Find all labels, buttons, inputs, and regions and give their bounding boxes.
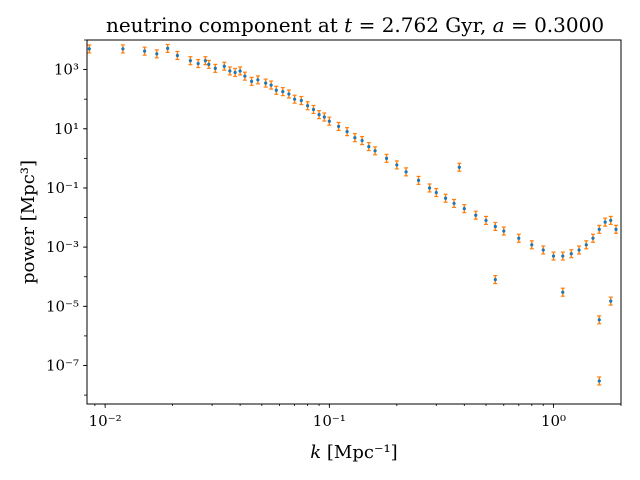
outlier-point	[493, 274, 498, 285]
y-tick-label: 10³	[54, 61, 79, 79]
data-point	[434, 187, 439, 198]
y-tick-label: 10¹	[54, 120, 79, 138]
data-point	[452, 198, 457, 209]
y-tick-label: 10⁻³	[46, 238, 79, 256]
data-point	[608, 215, 613, 226]
x-axis: 10⁻² 10⁻¹ 10⁰	[89, 404, 622, 430]
data-point	[286, 89, 291, 99]
data-point	[345, 127, 350, 137]
data-point	[366, 141, 371, 152]
y-tick-label: 10⁻⁵	[46, 297, 79, 315]
chart-title: neutrino component at t = 2.762 Gyr, a =…	[106, 13, 604, 37]
data-point	[274, 85, 279, 95]
data-point	[142, 46, 147, 56]
data-point	[443, 193, 448, 203]
data-point	[280, 87, 285, 97]
data-point	[238, 66, 243, 76]
data-point	[154, 49, 159, 59]
data-point	[373, 146, 378, 156]
outlier-point	[560, 287, 565, 297]
data-point	[529, 240, 534, 250]
data-point	[255, 75, 260, 85]
data-point	[473, 210, 478, 220]
data-point	[213, 63, 218, 73]
data-point	[327, 116, 332, 126]
data-point	[242, 71, 247, 81]
outlier-point	[597, 376, 602, 386]
data-point	[584, 240, 589, 250]
data-point	[427, 183, 432, 193]
data-point	[233, 67, 238, 78]
data-point	[603, 217, 608, 227]
data-point	[222, 61, 227, 71]
data-point	[404, 167, 409, 177]
data-point	[541, 245, 546, 255]
data-point	[120, 44, 125, 54]
data-point	[311, 104, 316, 115]
data-point	[206, 59, 211, 69]
outlier-point	[597, 315, 602, 325]
x-axis-label: k [Mpc⁻¹]	[310, 442, 397, 463]
data-point	[87, 44, 92, 54]
data-point	[416, 175, 421, 186]
outlier-point	[457, 162, 462, 172]
data-point	[614, 224, 619, 234]
data-point	[165, 43, 170, 54]
x-tick-label: 10⁻¹	[313, 412, 346, 430]
data-point	[360, 135, 365, 146]
outlier-point	[608, 296, 613, 306]
data-point	[577, 245, 582, 255]
data-point	[227, 66, 232, 76]
data-point	[188, 56, 193, 66]
plot-frame	[86, 39, 622, 405]
x-tick-label: 10⁰	[541, 412, 566, 430]
data-point	[560, 251, 565, 261]
data-point	[493, 221, 498, 232]
data-point	[597, 224, 602, 234]
data-point	[196, 58, 201, 69]
x-tick-label: 10⁻²	[89, 412, 122, 430]
data-point	[569, 249, 574, 259]
data-point	[249, 76, 254, 86]
data-point	[501, 226, 506, 236]
data-point	[203, 56, 208, 66]
data-point	[352, 133, 357, 143]
data-point	[305, 101, 310, 111]
data-point	[484, 215, 489, 226]
data-point	[462, 204, 467, 214]
data-points	[87, 43, 619, 386]
data-point	[292, 94, 297, 104]
data-point	[384, 153, 389, 163]
data-point	[263, 78, 268, 88]
data-point	[394, 160, 399, 170]
data-point	[336, 121, 341, 132]
data-point	[269, 80, 274, 90]
data-point	[175, 50, 180, 61]
y-axis: 10³ 10¹ 10⁻¹ 10⁻³ 10⁻⁵ 10⁻⁷	[46, 39, 87, 396]
y-axis-label: power [Mpc³]	[18, 160, 39, 284]
y-tick-label: 10⁻⁷	[46, 357, 79, 375]
data-point	[516, 233, 521, 243]
data-point	[299, 95, 304, 106]
data-point	[590, 233, 595, 243]
data-point	[551, 251, 556, 261]
y-tick-label: 10⁻¹	[46, 179, 79, 197]
data-point	[322, 112, 327, 122]
data-point	[317, 110, 322, 120]
